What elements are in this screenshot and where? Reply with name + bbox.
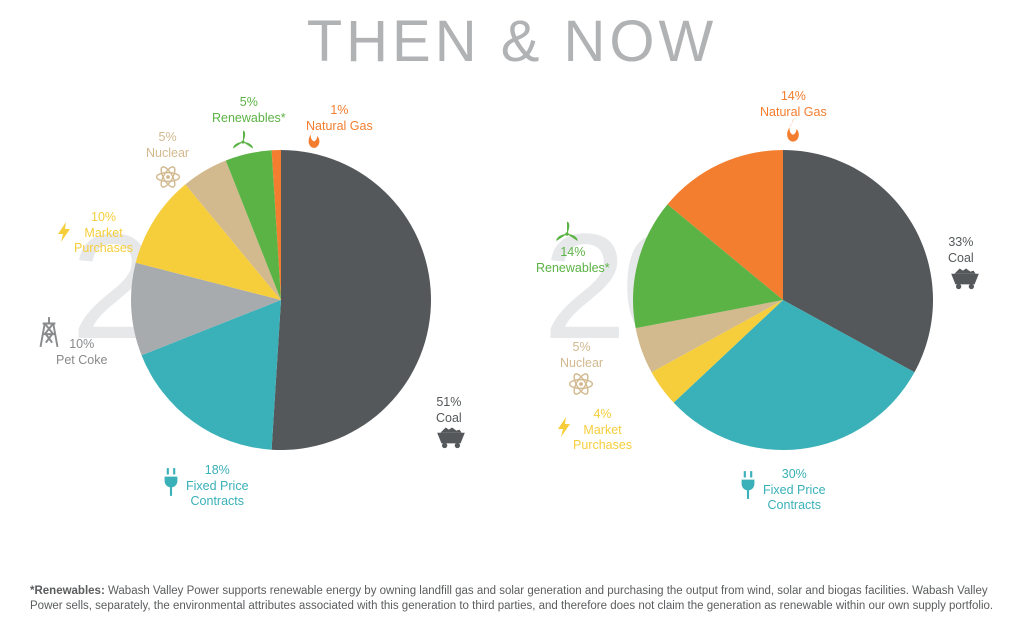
- label-fixed-price-2010: 18% Fixed PriceContracts: [186, 463, 249, 510]
- chart-2010: 2010 1% Natural Gas 51% Coal 18% Fixed P…: [16, 85, 496, 525]
- label-fixed-price-2020: 30% Fixed PriceContracts: [763, 467, 826, 514]
- atom-icon: [564, 367, 598, 401]
- bolt-icon: [548, 410, 582, 444]
- coal-cart-icon: [948, 261, 982, 295]
- flame-icon: [297, 120, 331, 154]
- charts-row: 2010 1% Natural Gas 51% Coal 18% Fixed P…: [0, 85, 1024, 525]
- pie-2020: [623, 140, 943, 460]
- slice-coal: [272, 150, 431, 450]
- chart-2020: 2020 14% Natural Gas 33% Coal 30% Fixed …: [528, 85, 1008, 525]
- plug-icon: [731, 468, 765, 502]
- turbine-icon: [550, 217, 584, 251]
- tower-icon: [32, 315, 66, 349]
- label-nuclear-2010: 5% Nuclear: [146, 130, 189, 161]
- flame-icon: [776, 113, 810, 147]
- plug-icon: [154, 465, 188, 499]
- bolt-icon: [48, 215, 82, 249]
- footnote: *Renewables: Wabash Valley Power support…: [30, 584, 994, 615]
- footnote-text: Wabash Valley Power supports renewable e…: [30, 585, 993, 613]
- footnote-bold: *Renewables:: [30, 585, 105, 597]
- atom-icon: [151, 160, 185, 194]
- coal-cart-icon: [434, 420, 468, 454]
- turbine-icon: [226, 125, 260, 159]
- label-market-2010: 10% MarketPurchases: [74, 210, 133, 257]
- label-renewables-2010: 5% Renewables*: [212, 95, 286, 126]
- page-title: THEN & NOW: [0, 8, 1024, 75]
